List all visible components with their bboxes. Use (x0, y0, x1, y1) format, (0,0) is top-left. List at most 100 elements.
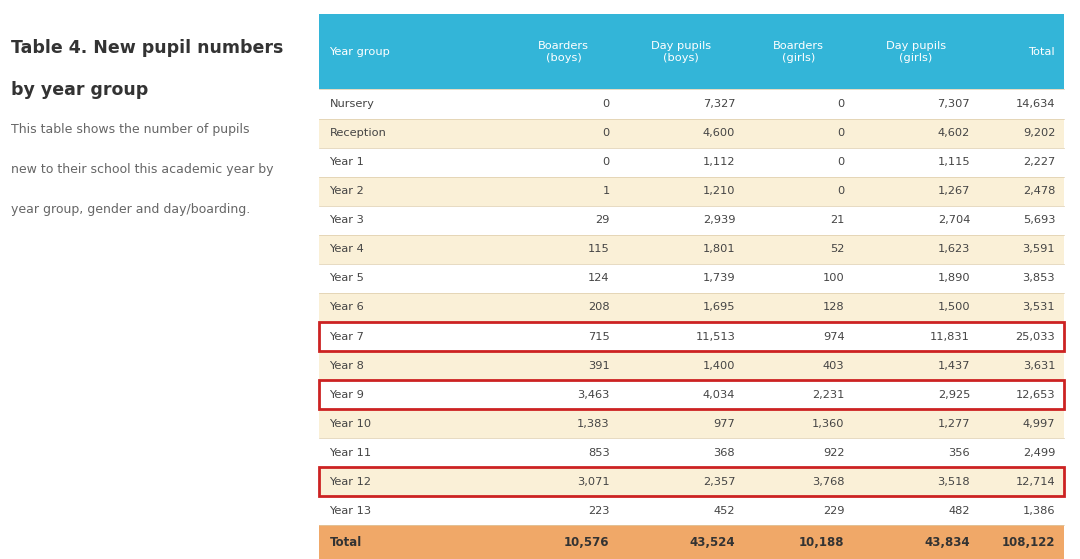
Bar (319, 409, 1064, 438)
Text: Year 11: Year 11 (329, 448, 372, 458)
Text: 482: 482 (948, 506, 970, 516)
Text: 1,801: 1,801 (703, 244, 735, 254)
Text: new to their school this academic year by: new to their school this academic year b… (11, 163, 273, 176)
Text: 4,997: 4,997 (1023, 419, 1055, 429)
Text: 7,327: 7,327 (703, 99, 735, 109)
Bar (319, 119, 1064, 148)
Text: 21: 21 (831, 215, 845, 225)
Text: 1,277: 1,277 (937, 419, 970, 429)
Text: Total: Total (329, 536, 362, 549)
Text: 2,925: 2,925 (937, 390, 970, 400)
Bar (319, 89, 1064, 119)
Text: Day pupils
(boys): Day pupils (boys) (651, 41, 711, 63)
Text: 14,634: 14,634 (1015, 99, 1055, 109)
Text: 1,890: 1,890 (937, 273, 970, 283)
Text: 715: 715 (588, 331, 609, 342)
Text: 2,227: 2,227 (1023, 157, 1055, 167)
Text: Nursery: Nursery (329, 99, 375, 109)
Bar (319, 14, 1064, 89)
Bar (319, 380, 1064, 409)
Text: 2,939: 2,939 (703, 215, 735, 225)
Text: 124: 124 (589, 273, 609, 283)
Text: Boarders
(boys): Boarders (boys) (538, 41, 589, 63)
Text: 0: 0 (837, 128, 845, 138)
Text: 11,513: 11,513 (696, 331, 735, 342)
Text: 1: 1 (603, 186, 609, 196)
Text: Year 2: Year 2 (329, 186, 364, 196)
Bar (319, 235, 1064, 264)
Text: 452: 452 (714, 506, 735, 516)
Text: Year 1: Year 1 (329, 157, 364, 167)
Text: 1,112: 1,112 (703, 157, 735, 167)
Text: 10,576: 10,576 (564, 536, 609, 549)
Text: 3,463: 3,463 (578, 390, 609, 400)
Text: 2,357: 2,357 (703, 477, 735, 487)
Bar (319, 148, 1064, 177)
Bar (319, 177, 1064, 206)
Bar (319, 496, 1064, 525)
Text: 391: 391 (588, 361, 609, 371)
Text: 100: 100 (823, 273, 845, 283)
Text: 128: 128 (823, 302, 845, 312)
Text: This table shows the number of pupils: This table shows the number of pupils (11, 123, 249, 136)
Text: 52: 52 (831, 244, 845, 254)
Text: 3,071: 3,071 (577, 477, 609, 487)
Text: 974: 974 (823, 331, 845, 342)
Bar (319, 525, 1064, 559)
Text: Boarders
(girls): Boarders (girls) (773, 41, 824, 63)
Bar (319, 351, 1064, 380)
Bar (319, 322, 1064, 351)
Text: 108,122: 108,122 (1001, 536, 1055, 549)
Text: Reception: Reception (329, 128, 387, 138)
Text: 1,115: 1,115 (937, 157, 970, 167)
Text: 356: 356 (948, 448, 970, 458)
Text: 208: 208 (588, 302, 609, 312)
Text: 853: 853 (588, 448, 609, 458)
Text: 922: 922 (823, 448, 845, 458)
Text: 0: 0 (603, 157, 609, 167)
Text: Year 12: Year 12 (329, 477, 372, 487)
Text: Year 10: Year 10 (329, 419, 372, 429)
Text: 1,267: 1,267 (937, 186, 970, 196)
Text: 3,591: 3,591 (1023, 244, 1055, 254)
Text: Year 13: Year 13 (329, 506, 372, 516)
Bar (319, 380, 1064, 409)
Bar (319, 322, 1064, 351)
Text: Year 5: Year 5 (329, 273, 364, 283)
Text: 2,499: 2,499 (1023, 448, 1055, 458)
Text: 1,437: 1,437 (937, 361, 970, 371)
Bar (319, 467, 1064, 496)
Text: 3,518: 3,518 (937, 477, 970, 487)
Text: 4,602: 4,602 (937, 128, 970, 138)
Text: 1,383: 1,383 (577, 419, 609, 429)
Text: 43,834: 43,834 (924, 536, 970, 549)
Text: Table 4. New pupil numbers: Table 4. New pupil numbers (11, 39, 283, 57)
Text: 7,307: 7,307 (937, 99, 970, 109)
Text: Day pupils
(girls): Day pupils (girls) (886, 41, 946, 63)
Text: 0: 0 (603, 128, 609, 138)
Text: 977: 977 (714, 419, 735, 429)
Text: 403: 403 (823, 361, 845, 371)
Text: 2,704: 2,704 (937, 215, 970, 225)
Text: Year group: Year group (329, 47, 390, 56)
Text: 1,360: 1,360 (812, 419, 845, 429)
Text: 1,623: 1,623 (937, 244, 970, 254)
Text: 2,478: 2,478 (1023, 186, 1055, 196)
Text: Year 9: Year 9 (329, 390, 364, 400)
Text: 5,693: 5,693 (1023, 215, 1055, 225)
Text: 1,210: 1,210 (703, 186, 735, 196)
Text: 0: 0 (837, 99, 845, 109)
Text: Year 3: Year 3 (329, 215, 364, 225)
Text: 1,695: 1,695 (703, 302, 735, 312)
Bar (319, 438, 1064, 467)
Text: 9,202: 9,202 (1023, 128, 1055, 138)
Text: 3,768: 3,768 (812, 477, 845, 487)
Text: 0: 0 (837, 157, 845, 167)
Text: 12,653: 12,653 (1015, 390, 1055, 400)
Text: 12,714: 12,714 (1015, 477, 1055, 487)
Text: 115: 115 (588, 244, 609, 254)
Text: Year 4: Year 4 (329, 244, 364, 254)
Text: year group, gender and day/boarding.: year group, gender and day/boarding. (11, 203, 251, 216)
Text: 1,400: 1,400 (703, 361, 735, 371)
Text: 10,188: 10,188 (799, 536, 845, 549)
